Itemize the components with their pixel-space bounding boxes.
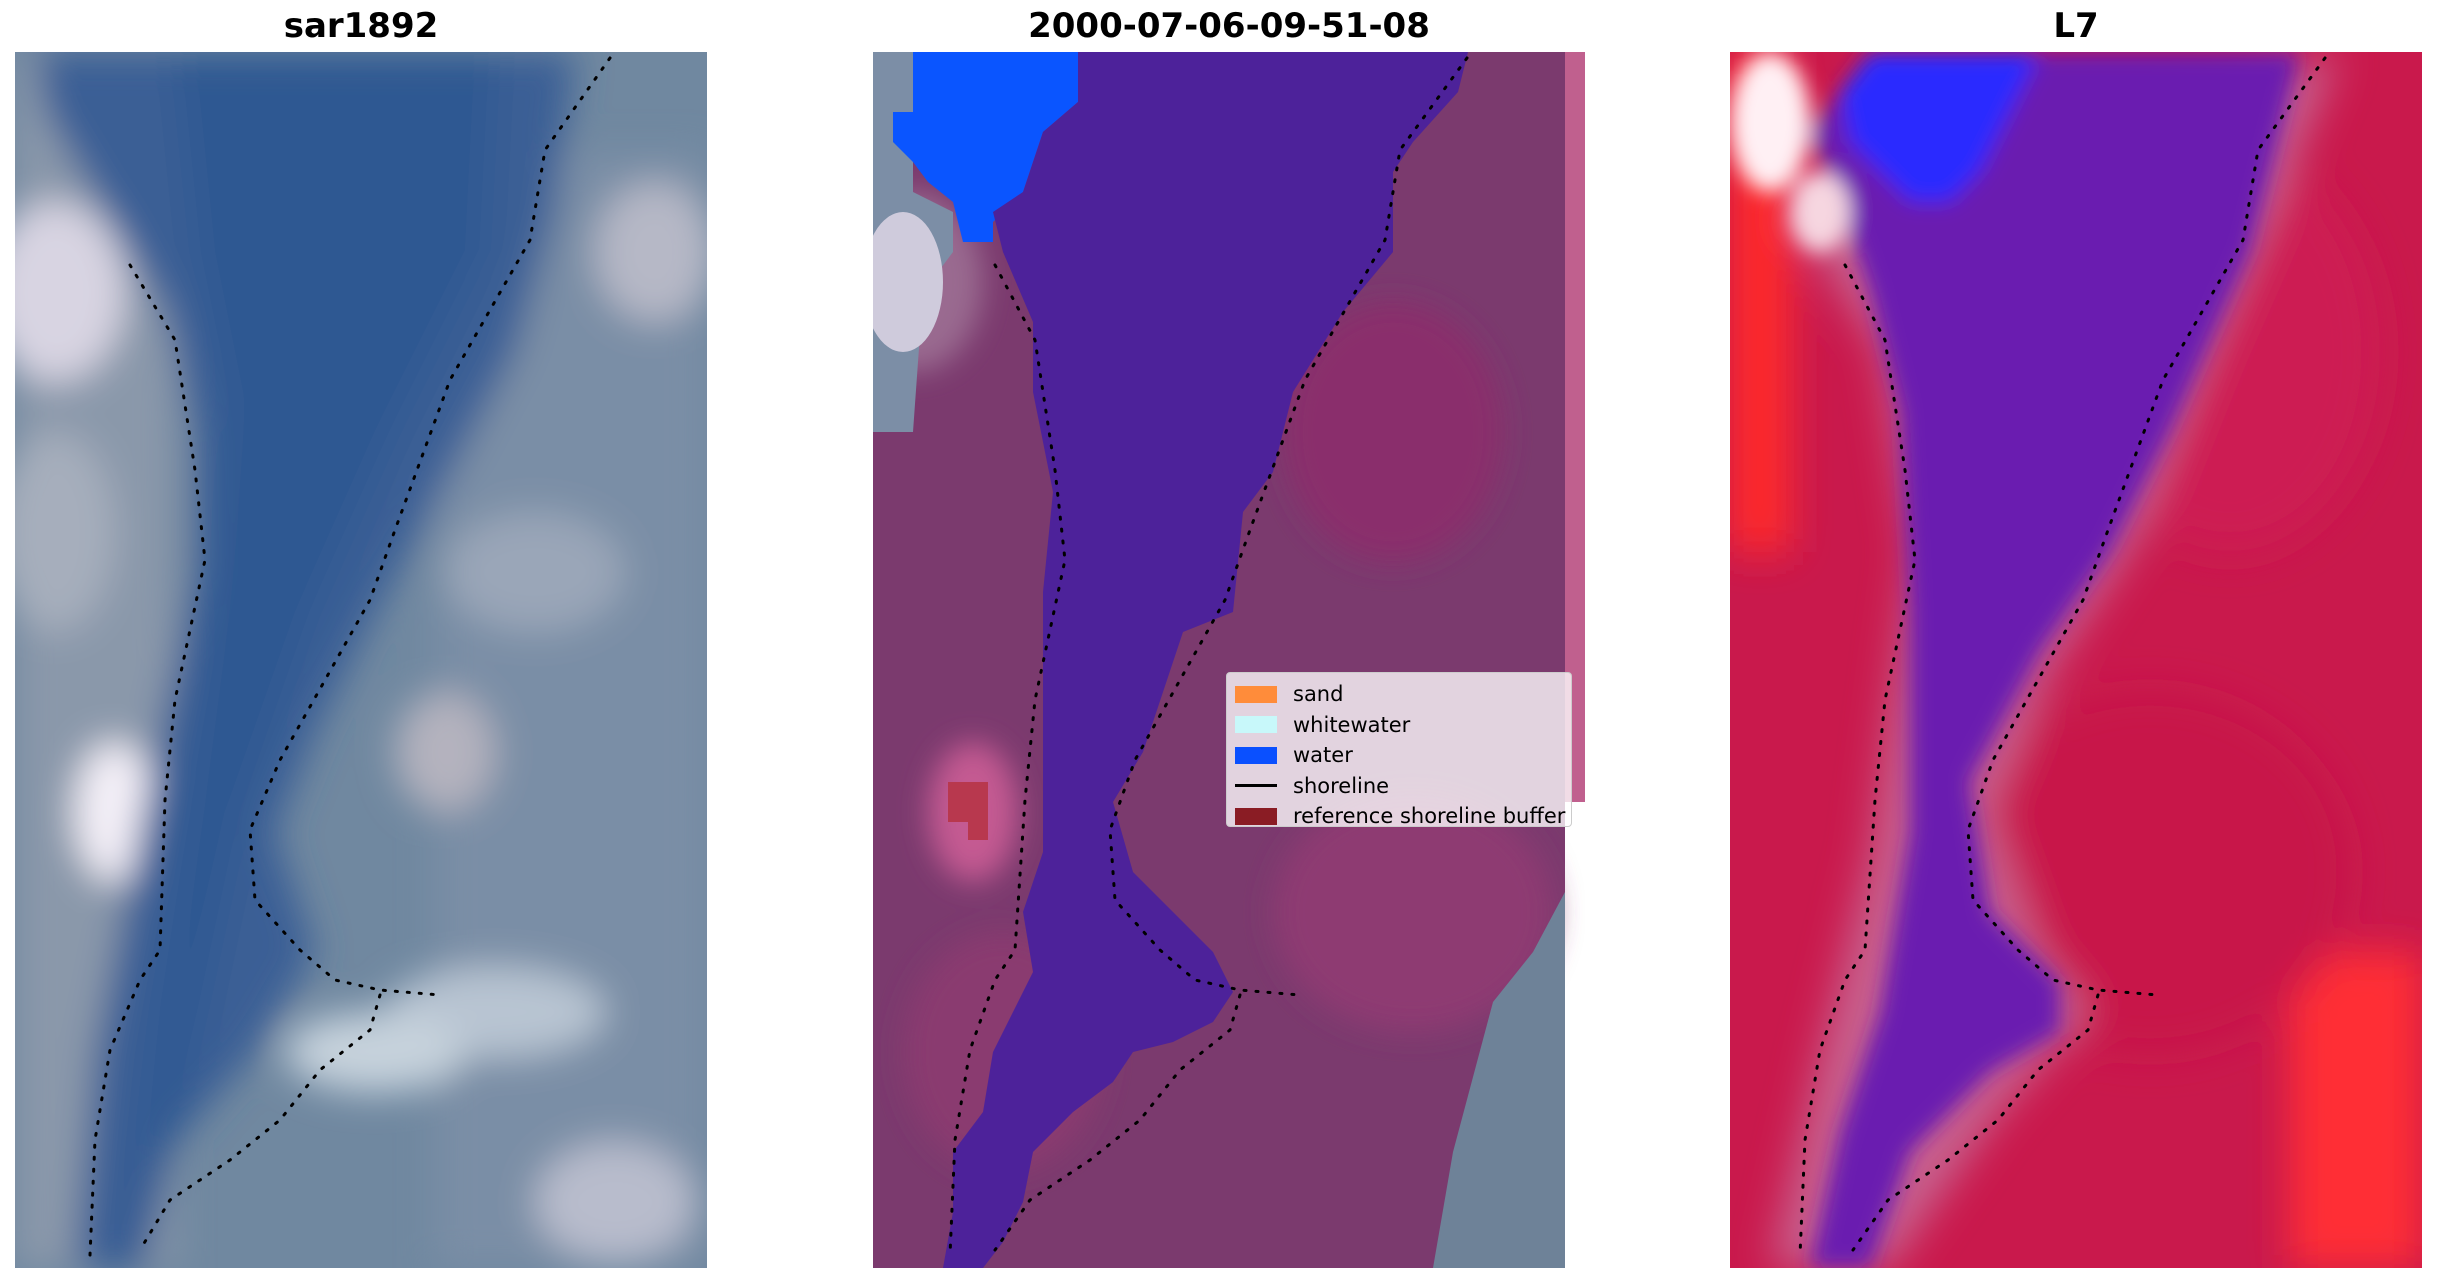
rgb-image-panel — [15, 52, 707, 1268]
water-swatch — [1235, 746, 1277, 764]
classified-image-panel — [873, 52, 1585, 1268]
classified-image — [873, 52, 1585, 1268]
legend-item-buffer: reference shoreline buffer — [1235, 801, 1566, 832]
buffer-swatch — [1235, 807, 1277, 825]
index-image-panel — [1730, 52, 2422, 1268]
sand-swatch — [1235, 685, 1277, 703]
panel-title-rgb: sar1892 — [283, 6, 439, 46]
legend-label-whitewater: whitewater — [1293, 712, 1411, 737]
legend-item-whitewater: whitewater — [1235, 710, 1563, 741]
legend-label-shoreline: shoreline — [1293, 773, 1390, 798]
legend-label-buffer: reference shoreline buffer — [1293, 804, 1566, 829]
whitewater-swatch — [1235, 716, 1277, 734]
index-image — [1730, 52, 2422, 1268]
shoreline-line-swatch — [1235, 784, 1277, 788]
legend-item-water: water — [1235, 740, 1563, 771]
panel-title-index: L7 — [2053, 6, 2099, 46]
rgb-image — [15, 52, 707, 1268]
legend-label-water: water — [1293, 743, 1353, 768]
legend-item-shoreline: shoreline — [1235, 771, 1563, 802]
legend-label-sand: sand — [1293, 682, 1344, 707]
legend-item-sand: sand — [1235, 679, 1563, 710]
legend: sand whitewater water shoreline referenc… — [1226, 672, 1572, 828]
panel-title-classified: 2000-07-06-09-51-08 — [1028, 6, 1430, 46]
